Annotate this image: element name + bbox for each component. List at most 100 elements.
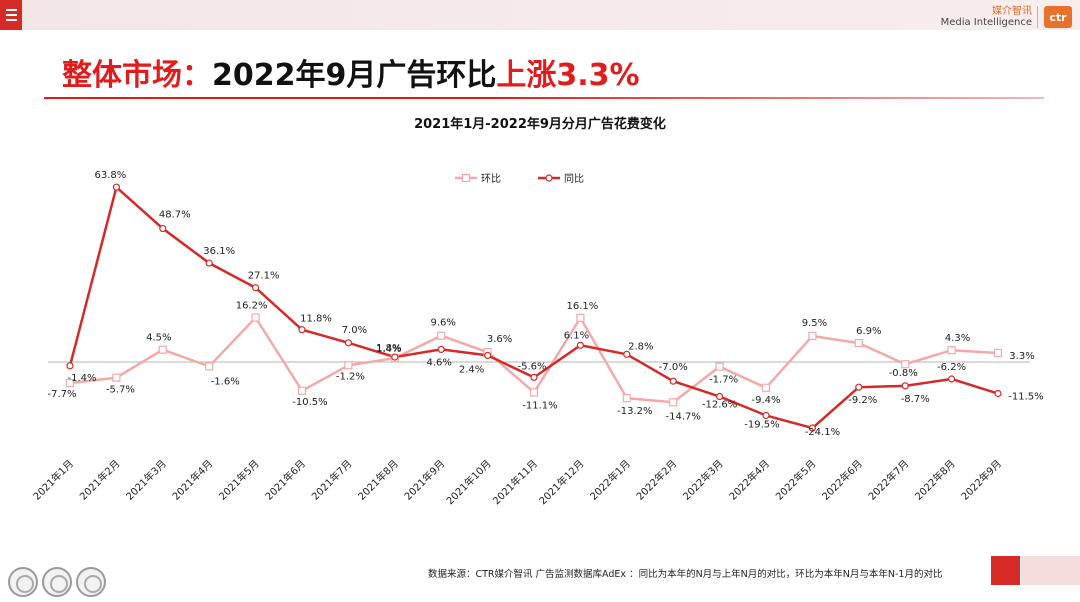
data-label-tb: -1.4% bbox=[67, 373, 96, 384]
point-tb bbox=[205, 259, 213, 267]
data-label-hb: -10.5% bbox=[292, 397, 327, 408]
data-label-hb: 9.5% bbox=[802, 318, 827, 329]
data-label-hb: -13.2% bbox=[617, 406, 652, 417]
x-tick-label: 2022年2月 bbox=[633, 457, 679, 503]
ctr-logo: ctr bbox=[1044, 6, 1072, 28]
point-tb bbox=[391, 353, 399, 361]
point-hb bbox=[205, 362, 214, 371]
data-label-hb: -14.7% bbox=[666, 411, 701, 422]
line-chart: 环比 同比 -7.7% -5.7% 4.5% -1.6% 16.2% -10.5% -1.2% 1… bbox=[30, 170, 1043, 507]
data-label-tb: -24.1% bbox=[805, 427, 840, 438]
x-tick-label: 2022年9月 bbox=[958, 457, 1004, 503]
point-hb bbox=[901, 360, 910, 369]
sgs-seal-icon bbox=[76, 567, 106, 597]
certification-logos bbox=[8, 567, 106, 597]
title-part-ad: 2022年9月广告环比 bbox=[212, 58, 497, 93]
data-label-hb: 4.5% bbox=[146, 333, 171, 344]
brand-en: Media Intelligence bbox=[940, 17, 1032, 28]
data-label-tb: -9.2% bbox=[848, 395, 877, 406]
x-tick-label: 2022年3月 bbox=[680, 457, 726, 503]
data-label-tb: 27.1% bbox=[248, 271, 280, 282]
data-label-hb: -1.7% bbox=[709, 375, 738, 386]
brand-text: 媒介智讯 Media Intelligence bbox=[941, 6, 1032, 28]
x-tick-label: 2021年2月 bbox=[77, 457, 123, 503]
point-hb bbox=[297, 386, 307, 395]
footer-pink-block bbox=[1021, 556, 1080, 585]
data-label-tb: -7.0% bbox=[659, 362, 688, 373]
point-hb bbox=[529, 388, 539, 397]
point-hb bbox=[622, 394, 631, 403]
point-tb bbox=[112, 183, 121, 191]
title-part-rise: 上涨3.3% bbox=[496, 58, 640, 93]
x-tick-label: 2021年10月 bbox=[443, 457, 493, 507]
data-label-hb: 6.9% bbox=[856, 326, 881, 337]
point-tb bbox=[762, 411, 770, 420]
x-tick-label: 2022年5月 bbox=[773, 457, 819, 503]
legend-marker-hb bbox=[461, 173, 471, 183]
x-tick-label: 2021年6月 bbox=[262, 457, 308, 503]
data-label-hb: 3.6% bbox=[487, 334, 512, 345]
top-bar: 媒介智讯 Media Intelligence ctr bbox=[0, 0, 1080, 30]
point-tb bbox=[855, 383, 863, 391]
data-label-tb: 7.0% bbox=[342, 325, 367, 336]
x-tick-label: 2021年4月 bbox=[169, 457, 215, 503]
point-hb bbox=[761, 383, 771, 392]
point-tb bbox=[994, 389, 1002, 398]
brand-cn: 媒介智讯 bbox=[992, 6, 1032, 17]
data-label-hb: -9.4% bbox=[751, 395, 780, 406]
point-hb bbox=[65, 378, 75, 388]
data-label-hb: 3.3% bbox=[1009, 351, 1034, 362]
point-tb bbox=[66, 362, 74, 370]
x-tick-label: 2021年8月 bbox=[355, 457, 401, 503]
x-tick-label: 2021年9月 bbox=[401, 457, 447, 503]
data-label-hb: -7.7% bbox=[47, 389, 76, 400]
data-label-tb: -12.6% bbox=[702, 400, 737, 411]
data-label-hb: 9.6% bbox=[430, 318, 455, 329]
x-tick-label: 2022年8月 bbox=[912, 457, 958, 503]
data-label-tb: -8.7% bbox=[901, 394, 930, 405]
menu-icon[interactable] bbox=[0, 0, 22, 30]
x-tick-label: 2021年11月 bbox=[490, 457, 540, 507]
x-tick-label: 2022年4月 bbox=[726, 457, 772, 503]
data-label-hb: 16.2% bbox=[236, 301, 268, 312]
sgs-seal-icon bbox=[42, 567, 72, 597]
point-tb bbox=[576, 341, 585, 349]
data-label-hb: -11.1% bbox=[522, 400, 557, 411]
point-hb bbox=[344, 361, 353, 370]
point-hb bbox=[251, 313, 260, 322]
sgs-seal-icon bbox=[8, 567, 38, 597]
point-hb bbox=[669, 398, 678, 407]
footer-red-block bbox=[991, 556, 1020, 585]
data-label-tb: 2.8% bbox=[628, 341, 653, 352]
point-tb bbox=[252, 284, 260, 292]
data-label-tb: 4.6% bbox=[426, 357, 451, 368]
title-underline bbox=[44, 97, 1044, 99]
point-tb bbox=[947, 375, 956, 383]
x-tick-label: 2022年6月 bbox=[819, 457, 865, 503]
point-tb bbox=[484, 351, 492, 360]
point-tb bbox=[344, 339, 352, 347]
data-label-hb: -0.8% bbox=[889, 368, 918, 379]
brand-divider bbox=[1037, 6, 1038, 28]
point-hb bbox=[112, 373, 121, 382]
point-hb bbox=[947, 346, 956, 355]
data-label-tb: 6.1% bbox=[564, 330, 589, 341]
legend-marker-tb bbox=[545, 174, 553, 182]
data-label-hb: -1.2% bbox=[336, 371, 365, 382]
legend-label-hb: 环比 bbox=[481, 173, 501, 185]
point-tb bbox=[530, 373, 538, 381]
point-tb bbox=[159, 224, 167, 233]
x-tick-label: 2021年7月 bbox=[309, 457, 355, 503]
point-tb bbox=[901, 382, 909, 390]
title-part-market: 整体市场： bbox=[62, 58, 212, 93]
point-tb bbox=[437, 345, 445, 353]
point-hb bbox=[808, 331, 817, 341]
point-tb bbox=[298, 326, 306, 334]
data-label-tb: -5.6% bbox=[517, 361, 546, 372]
data-label-tb: -6.2% bbox=[937, 362, 966, 373]
data-label-hb: 16.1% bbox=[567, 301, 599, 312]
point-tb bbox=[623, 350, 631, 358]
data-label-hb: 4.3% bbox=[945, 333, 970, 344]
data-label-hb: -5.7% bbox=[106, 385, 135, 396]
page-title: 整体市场：2022年9月广告环比上涨3.3% bbox=[62, 50, 640, 94]
